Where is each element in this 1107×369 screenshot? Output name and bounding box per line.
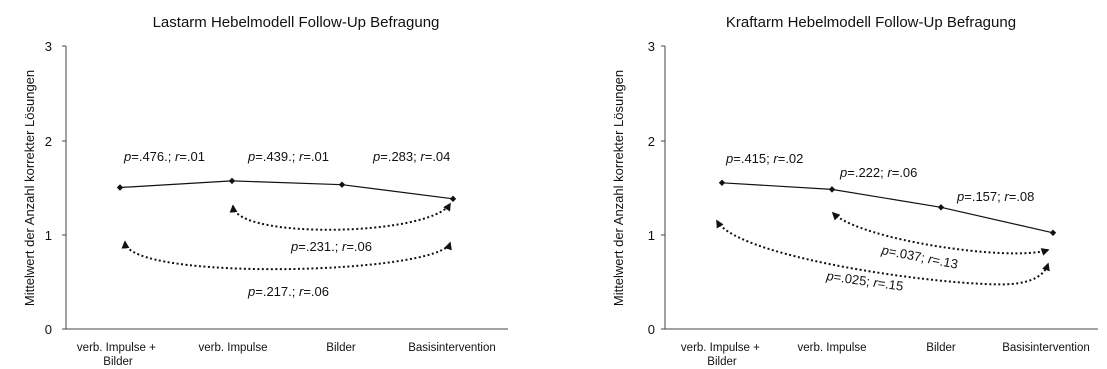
y-axis-label: Mittelwert der Anzahl korrekter Lösungen bbox=[611, 70, 626, 306]
y-tick-label: 2 bbox=[648, 134, 655, 149]
data-point bbox=[937, 204, 945, 211]
x-tick-label: verb. Impulse bbox=[198, 342, 267, 354]
p-value-annotation: p=.037; r=.13 bbox=[879, 242, 959, 272]
p-value-annotation: p=.439.; r=.01 bbox=[247, 149, 329, 164]
comparison-arrow bbox=[121, 240, 452, 271]
data-point bbox=[718, 179, 726, 186]
comparison-arrow bbox=[229, 202, 451, 231]
x-tick-label: Bilder bbox=[326, 342, 356, 354]
chart-title: Kraftarm Hebelmodell Follow-Up Befragung bbox=[726, 14, 1016, 31]
data-point bbox=[228, 177, 236, 185]
data-point bbox=[828, 186, 836, 193]
p-value-annotation: p=.476.; r=.01 bbox=[123, 149, 205, 164]
chart-kraftarm: Kraftarm Hebelmodell Follow-Up Befragung… bbox=[611, 14, 1098, 368]
comparison-arrow bbox=[831, 211, 1050, 256]
x-tick-label: verb. Impulse bbox=[797, 342, 866, 354]
y-tick-label: 2 bbox=[45, 134, 52, 149]
y-tick-label: 1 bbox=[45, 228, 52, 243]
data-point bbox=[1049, 229, 1057, 236]
data-point bbox=[338, 181, 346, 188]
x-tick-label: verb. Impulse + Bilder bbox=[77, 342, 159, 368]
chart-title: Lastarm Hebelmodell Follow-Up Befragung bbox=[153, 14, 440, 31]
p-value-annotation: p=.222; r=.06 bbox=[839, 165, 917, 180]
y-tick-label: 1 bbox=[648, 228, 655, 243]
p-value-annotation: p=.283; r=.04 bbox=[372, 149, 450, 164]
data-point bbox=[116, 184, 124, 191]
series-line bbox=[119, 180, 454, 200]
x-tick-label: Basisintervention bbox=[408, 342, 496, 354]
chart-lastarm: Lastarm Hebelmodell Follow-Up Befragung … bbox=[22, 14, 508, 368]
y-tick-label: 3 bbox=[45, 39, 52, 54]
x-tick-label: Bilder bbox=[926, 342, 956, 354]
series-markers bbox=[718, 179, 1057, 236]
x-tick-label: Basisintervention bbox=[1002, 342, 1090, 354]
x-tick-label: verb. Impulse + Bilder bbox=[681, 342, 763, 368]
data-point bbox=[449, 195, 457, 203]
p-value-annotation: p=.217.; r=.06 bbox=[247, 284, 329, 299]
y-tick-label: 0 bbox=[45, 322, 52, 337]
p-value-annotation: p=.157; r=.08 bbox=[956, 189, 1034, 204]
y-axis-label: Mittelwert der Anzahl korrekter Lösungen bbox=[22, 70, 37, 306]
p-value-annotation: p=.231.; r=.06 bbox=[290, 239, 372, 254]
p-value-annotation: p=.025; r=.15 bbox=[825, 268, 905, 294]
series-markers bbox=[116, 177, 457, 203]
y-tick-label: 0 bbox=[648, 322, 655, 337]
y-tick-label: 3 bbox=[648, 39, 655, 54]
p-value-annotation: p=.415; r=.02 bbox=[725, 151, 803, 166]
